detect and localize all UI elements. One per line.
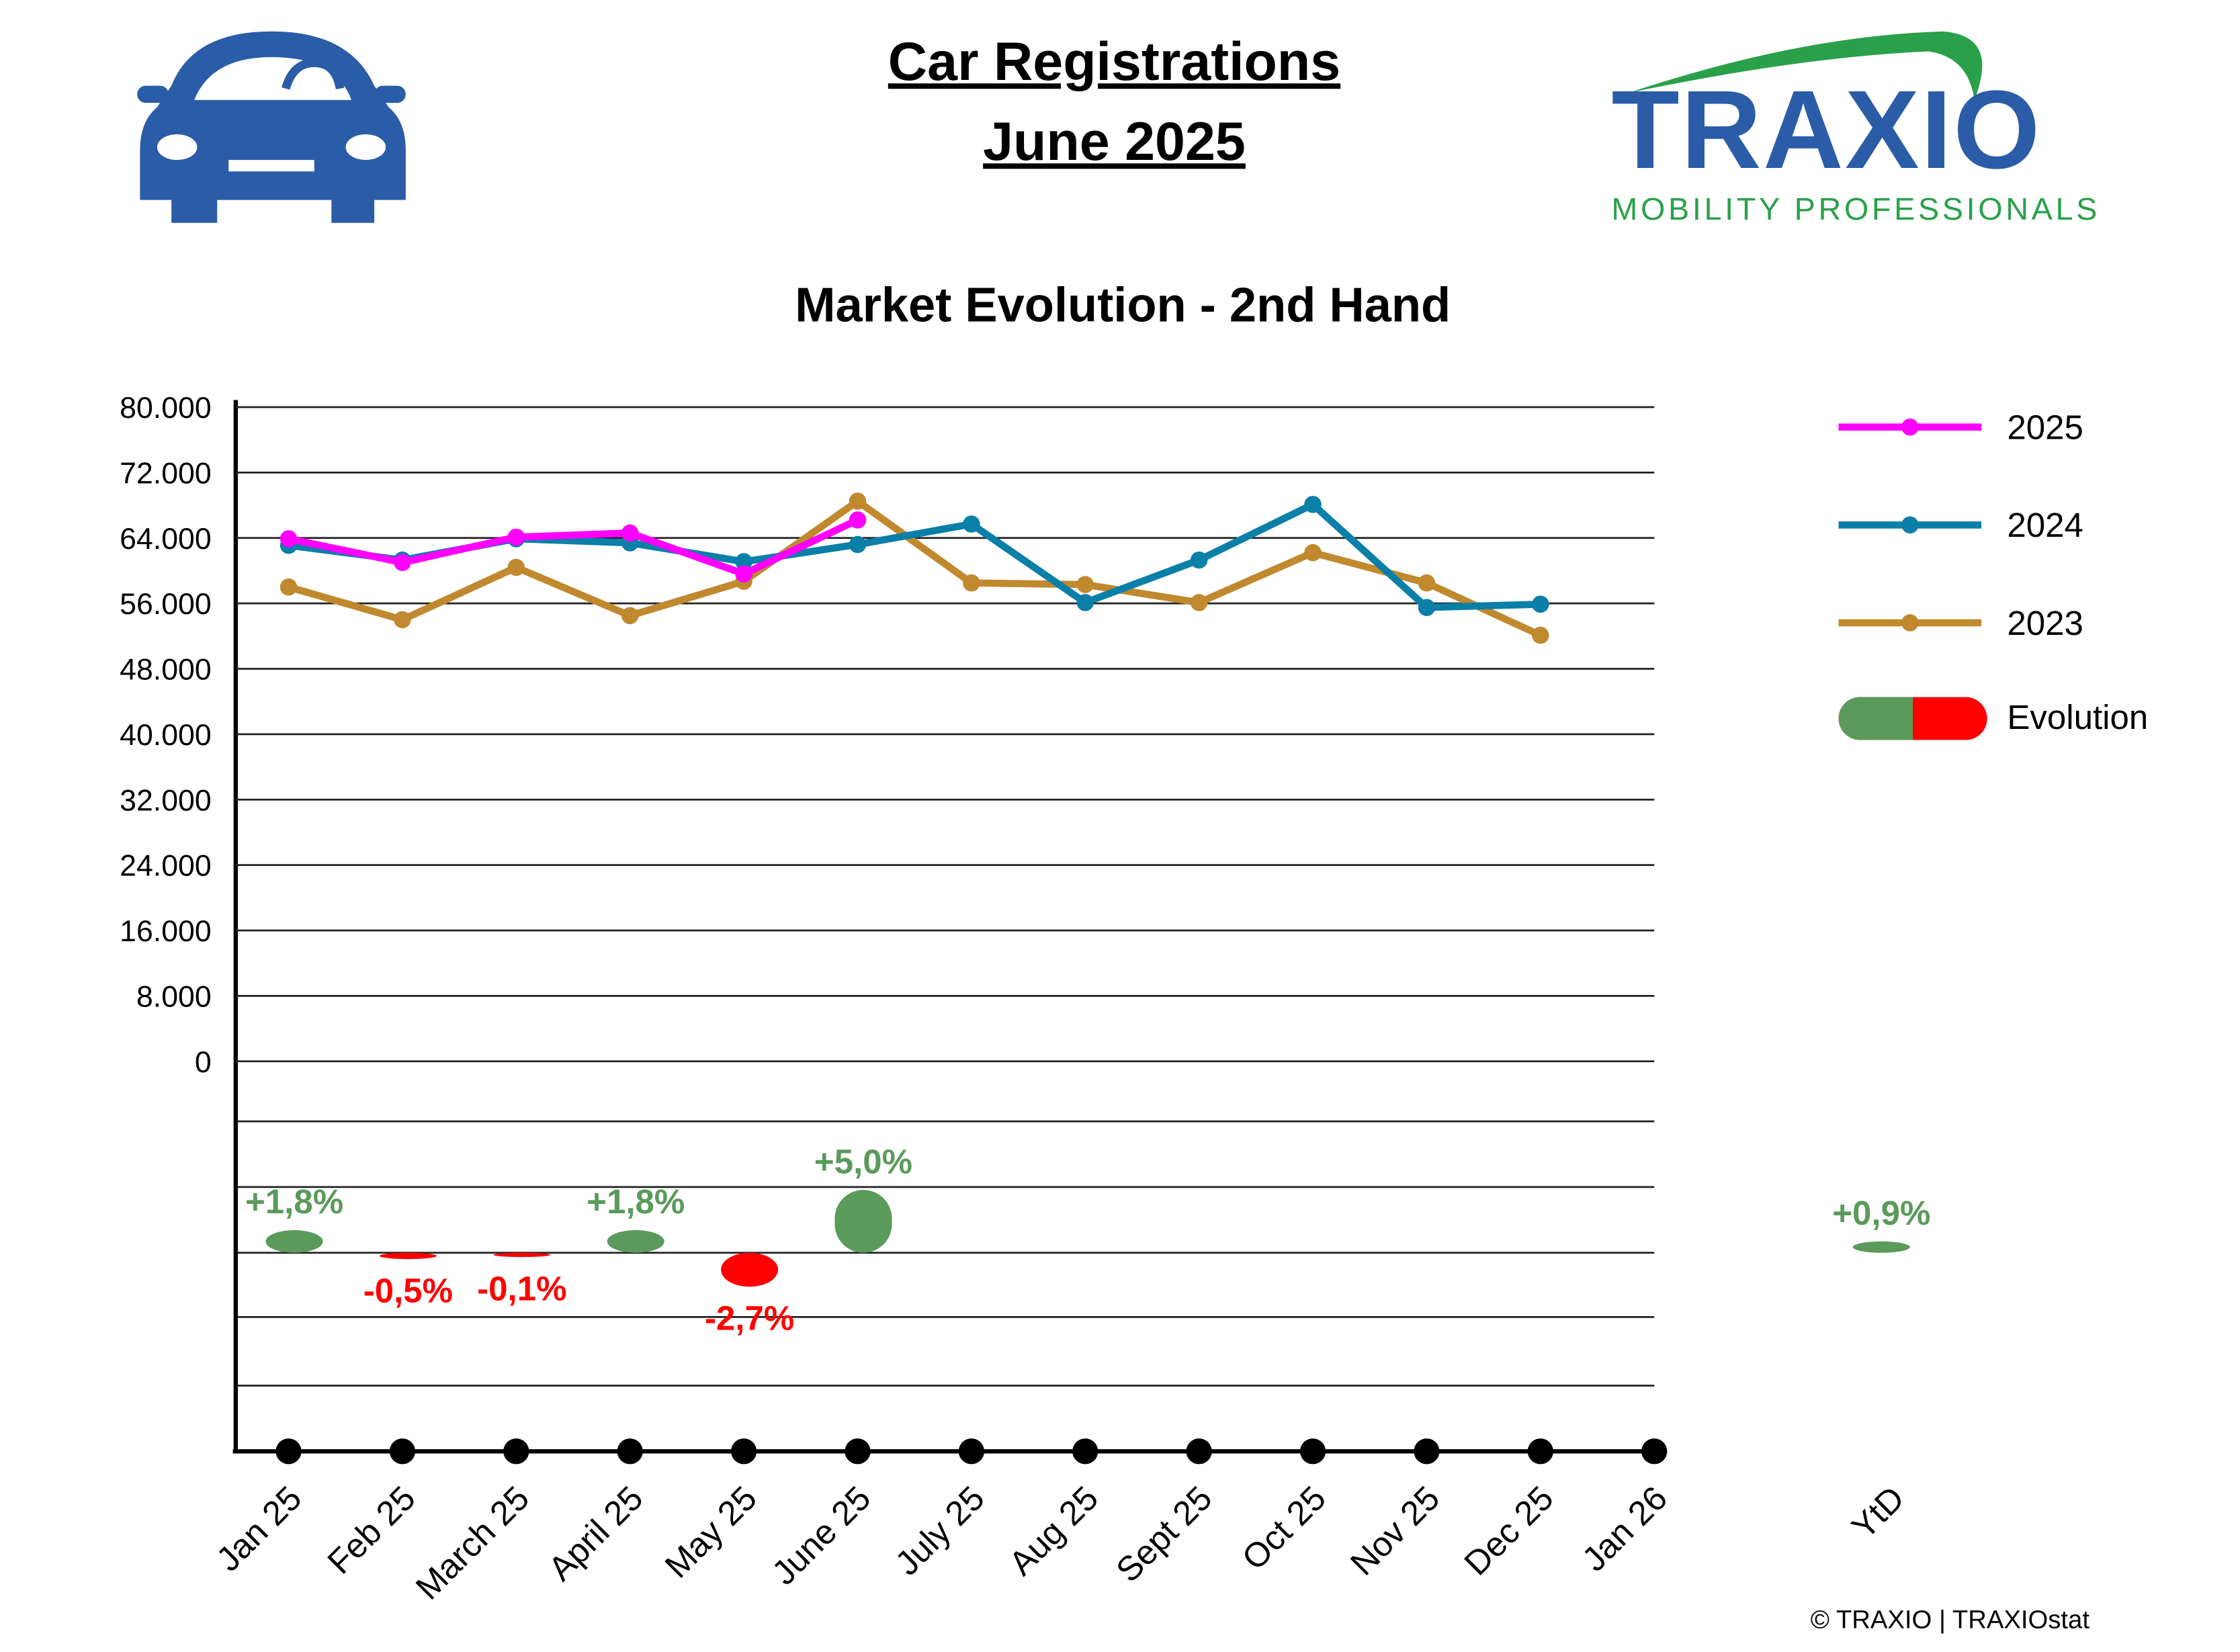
evolution-label: -0,1% — [477, 1270, 566, 1308]
x-tick-dot — [275, 1438, 302, 1465]
legend-label: Evolution — [2007, 698, 2148, 736]
evolution-label: -2,7% — [705, 1299, 794, 1338]
x-tick-dot — [1299, 1438, 1326, 1465]
x-tick-dot — [503, 1438, 529, 1465]
y-tick-label: 24.000 — [120, 850, 212, 883]
legend-marker — [1901, 418, 1919, 436]
logo-text: TRAXIO — [1611, 68, 2040, 192]
evolution-bar — [493, 1252, 551, 1258]
y-tick-label: 40.000 — [120, 719, 212, 752]
x-tick-dot — [1414, 1438, 1440, 1465]
series-point — [849, 492, 867, 510]
lower-grid — [235, 1120, 1655, 1387]
evolution-label: -0,5% — [363, 1272, 453, 1310]
evolution-label: +1,8% — [245, 1182, 343, 1221]
series-point — [735, 553, 752, 570]
car-icon — [137, 31, 406, 223]
y-tick-label: 64.000 — [120, 523, 212, 556]
evolution-bar — [721, 1252, 779, 1287]
legend-swatch — [1838, 697, 1913, 740]
x-tick-dot — [1186, 1438, 1212, 1465]
x-tick-dot — [389, 1438, 416, 1465]
legend-marker — [1901, 516, 1919, 534]
y-tick-label: 32.000 — [120, 784, 212, 817]
series-point — [963, 515, 980, 533]
evolution-bar — [1852, 1241, 1910, 1253]
x-tick-dot — [958, 1438, 985, 1465]
evolution-label: +5,0% — [814, 1142, 912, 1180]
evolution-label: +1,8% — [587, 1182, 685, 1221]
series-point — [279, 530, 298, 548]
y-tick-label: 72.000 — [120, 457, 212, 490]
series-point — [735, 565, 752, 583]
legend-label: 2025 — [2007, 408, 2083, 446]
x-tick-label: Dec 25 — [1457, 1479, 1561, 1583]
x-tick-label: Jan 26 — [1575, 1479, 1675, 1579]
x-tick-label: Aug 25 — [1002, 1479, 1106, 1583]
series-point — [963, 574, 980, 592]
y-tick-label: 80.000 — [120, 392, 212, 425]
series-point — [507, 528, 525, 546]
x-tick-label: March 25 — [408, 1479, 537, 1607]
series-point — [1418, 599, 1436, 616]
series-point — [849, 535, 867, 554]
x-tick-dot — [617, 1438, 643, 1465]
x-tick-dot — [1072, 1438, 1099, 1465]
legend-label: 2023 — [2007, 604, 2083, 642]
series-point — [1190, 594, 1208, 611]
legend-marker — [1901, 614, 1919, 632]
series-line — [288, 497, 1543, 639]
logo-tagline: MOBILITY PROFESSIONALS — [1611, 191, 2097, 226]
series-point — [1532, 626, 1549, 644]
evolution-bar — [607, 1230, 664, 1253]
series-line — [288, 501, 1541, 611]
evolution-bar — [265, 1230, 323, 1253]
x-tick-label: May 25 — [658, 1479, 765, 1585]
series-line — [288, 517, 859, 578]
series-point — [507, 558, 525, 576]
evolution-bar — [379, 1252, 437, 1260]
x-tick-label: April 25 — [541, 1479, 650, 1588]
legend-label: 2024 — [2007, 506, 2083, 544]
y-tick-label: 56.000 — [120, 588, 212, 621]
series-point — [1304, 544, 1322, 562]
y-tick-label: 48.000 — [120, 654, 212, 687]
y-tick-label: 16.000 — [120, 915, 212, 948]
series-point — [621, 524, 639, 542]
series-point — [1304, 496, 1322, 513]
x-tick-dot — [1641, 1438, 1668, 1465]
evolution-bar — [834, 1190, 892, 1253]
page-subtitle: June 2025 — [983, 112, 1246, 172]
series-point — [279, 578, 298, 596]
series-point — [849, 511, 867, 529]
evolution-label: +0,9% — [1832, 1194, 1930, 1232]
chart-title: Market Evolution - 2nd Hand — [795, 278, 1451, 332]
y-tick-label: 8.000 — [136, 980, 212, 1013]
series-point — [1076, 576, 1094, 593]
series-point — [1076, 594, 1094, 611]
x-tick-dot — [845, 1438, 871, 1465]
x-tick-label: Sept 25 — [1109, 1479, 1219, 1590]
series-point — [1190, 551, 1208, 569]
series-point — [394, 554, 411, 572]
x-tick-label: July 25 — [888, 1479, 992, 1583]
x-tick-label: Oct 25 — [1235, 1479, 1334, 1577]
x-tick-dot — [1527, 1438, 1553, 1465]
series-point — [394, 611, 411, 629]
page-title: Car Registrations — [888, 32, 1340, 92]
series-point — [1418, 574, 1436, 592]
footer: © TRAXIO | TRAXIOstat — [1811, 1605, 2090, 1634]
x-tick-dot — [730, 1438, 757, 1465]
y-tick-label: 0 — [195, 1046, 212, 1079]
x-tick-label: Nov 25 — [1343, 1479, 1447, 1583]
series-point — [621, 607, 639, 625]
x-tick-label: Jan 25 — [209, 1479, 309, 1579]
series-point — [1532, 595, 1549, 613]
logo-swoosh — [1628, 31, 1983, 100]
x-tick-label: YtD — [1844, 1479, 1911, 1546]
x-tick-label: June 25 — [765, 1479, 878, 1592]
x-tick-label: Feb 25 — [320, 1479, 423, 1581]
